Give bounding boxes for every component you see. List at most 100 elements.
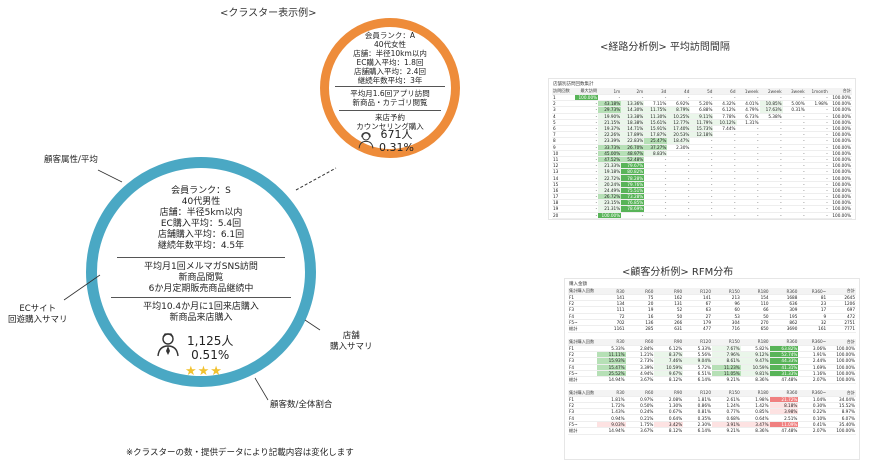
table-cell: 1.98% [805, 100, 829, 108]
cluster-s-ec-summary: 平均月1回メルマガSNS訪問 新商品閲覧 6か月定期販売商品継続中 [97, 262, 305, 295]
column-header: R120 [683, 338, 712, 346]
table-cell: 4.01% [736, 100, 760, 108]
column-header: R90 [654, 389, 684, 397]
table-cell: 477 [683, 325, 712, 333]
table-cell: - [759, 187, 783, 195]
table-cell: - [736, 199, 760, 207]
table-cell: 6 [552, 125, 576, 133]
table-cell: - [736, 150, 760, 157]
table-cell: - [575, 125, 599, 133]
table-cell: 100.00% [598, 218, 622, 219]
attr-line: 40代女性 [373, 40, 407, 49]
table-cell: - [805, 125, 829, 133]
table-cell: 13.38% [621, 113, 645, 120]
table-cell: 20 [625, 300, 655, 308]
table-cell: 6.92% [667, 100, 691, 108]
table-cell: - [713, 218, 737, 219]
table-cell: 10.59% [654, 364, 684, 371]
label-line: 店舗 [342, 331, 360, 341]
table-cell: 25.47% [644, 137, 668, 145]
table-cell: - [782, 193, 806, 201]
table-cell: 7.44% [713, 125, 737, 133]
table-cell: 9.03% [596, 421, 626, 428]
rfm-panel: 購入金額 集計購入回数 R30 R60 R90 R120 R150 R180 R360 R360… [564, 278, 860, 460]
table-cell: 52 [654, 306, 684, 314]
table-cell: 100.00% [827, 370, 856, 377]
table-cell: - [713, 131, 737, 139]
table-cell: - [782, 168, 806, 176]
table-cell: 636 [769, 300, 799, 308]
table-cell: - [805, 174, 829, 182]
table-cell: 1.69% [798, 364, 828, 371]
table-cell: - [805, 156, 829, 164]
table-cell: - [575, 187, 599, 195]
table-cell: 19.18% [598, 168, 622, 176]
table-cell: 162 [654, 294, 684, 302]
table-row: F1 141 75 162 141 213 154 1688 81 2645 [568, 294, 856, 302]
table-cell: - [667, 193, 691, 201]
table-cell: 0.81% [683, 408, 712, 416]
table-cell: - [713, 94, 737, 102]
table-cell: 8.36% [740, 376, 770, 384]
table-cell: 9 [798, 313, 828, 320]
table-cell: 18.47% [667, 137, 691, 145]
table-cell: - [713, 137, 737, 145]
table-cell: 7.11% [644, 100, 668, 108]
table-cell: - [621, 94, 645, 102]
table-cell: 1 [552, 94, 576, 102]
table-cell: - [782, 212, 806, 219]
cluster-a-ec-summary: 平均月1.6回アプリ訪問 新商品・カテゴリ閲覧 [329, 89, 451, 107]
column-header: 1m [598, 88, 622, 95]
table-cell: 6.88% [690, 106, 714, 114]
table-cell: - [759, 94, 783, 102]
column-header: 6d [713, 88, 737, 95]
table-cell: - [713, 174, 737, 182]
table-cell: 22.72% [598, 174, 622, 182]
table-cell: 154 [740, 294, 770, 302]
table-cell: - [713, 193, 737, 201]
table-cell: 11 [552, 156, 576, 164]
table-cell: 100.00% [828, 131, 852, 139]
table-cell: - [575, 119, 599, 126]
table-cell: 7.96% [711, 351, 741, 359]
table-cell: 47.52% [598, 156, 622, 164]
table-cell: 8.18% [769, 402, 799, 410]
table-cell: 1.75% [625, 421, 655, 428]
attr-line: 店舗：半径5km以内 [159, 208, 243, 218]
table-cell: 8.37% [654, 351, 684, 359]
table-cell: - [736, 187, 760, 195]
table-cell: 11.05% [711, 370, 741, 377]
table-cell: 2.08% [654, 396, 684, 404]
table-cell: 23.39% [598, 137, 622, 145]
table-cell: 6.12% [713, 106, 737, 114]
table-cell: - [759, 125, 783, 133]
table-row: F3 111 19 52 63 60 66 309 17 697 [568, 306, 856, 314]
cluster-a-attributes: 会員ランク：A 40代女性 店舗：半径10km以内 EC購入平均：1.8回 店舗… [329, 31, 451, 85]
table-header-row: 集計購入回数 R30 R60 R90 R120 R150 R180 R360 R360~ 合計 [568, 389, 856, 397]
table-cell: 213 [711, 294, 741, 302]
table-cell: 100.00% [828, 137, 852, 145]
label-line: ECサイト [19, 304, 57, 314]
table-cell: 21.31% [598, 205, 622, 213]
table-cell: - [805, 162, 829, 170]
label-customer-attributes: 顧客属性/平均 [44, 155, 98, 165]
table-cell: 0.97% [625, 396, 655, 404]
table-cell: 78.69% [621, 205, 645, 213]
table-cell: 13.36% [621, 100, 645, 108]
table-cell: 195 [769, 313, 799, 320]
column-header: 1week [736, 88, 760, 95]
table-cell: - [690, 162, 714, 170]
table-cell: 37.27% [644, 144, 668, 151]
table-row: 5-21.15% 18.38% 15.61% 12.77% 11.79% 10.12% 1.… [552, 119, 852, 126]
table-cell: 0.67% [654, 408, 684, 416]
table-cell: 0.30% [798, 402, 828, 410]
rfm-caption: 購入金額 [569, 282, 587, 287]
table-cell: 4.79% [736, 106, 760, 114]
table-cell: 100.00% [827, 364, 856, 371]
table-cell: 10.12% [713, 119, 737, 126]
table-row: F5~ 9.03% 1.75% 3.42% 2.30% 3.91% 3.47% 11.09% 0… [568, 421, 856, 428]
table-cell: - [805, 181, 829, 188]
table-cell: 45.00% [598, 150, 622, 157]
table-cell: 5.33% [683, 345, 712, 353]
table-cell: - [805, 199, 829, 207]
